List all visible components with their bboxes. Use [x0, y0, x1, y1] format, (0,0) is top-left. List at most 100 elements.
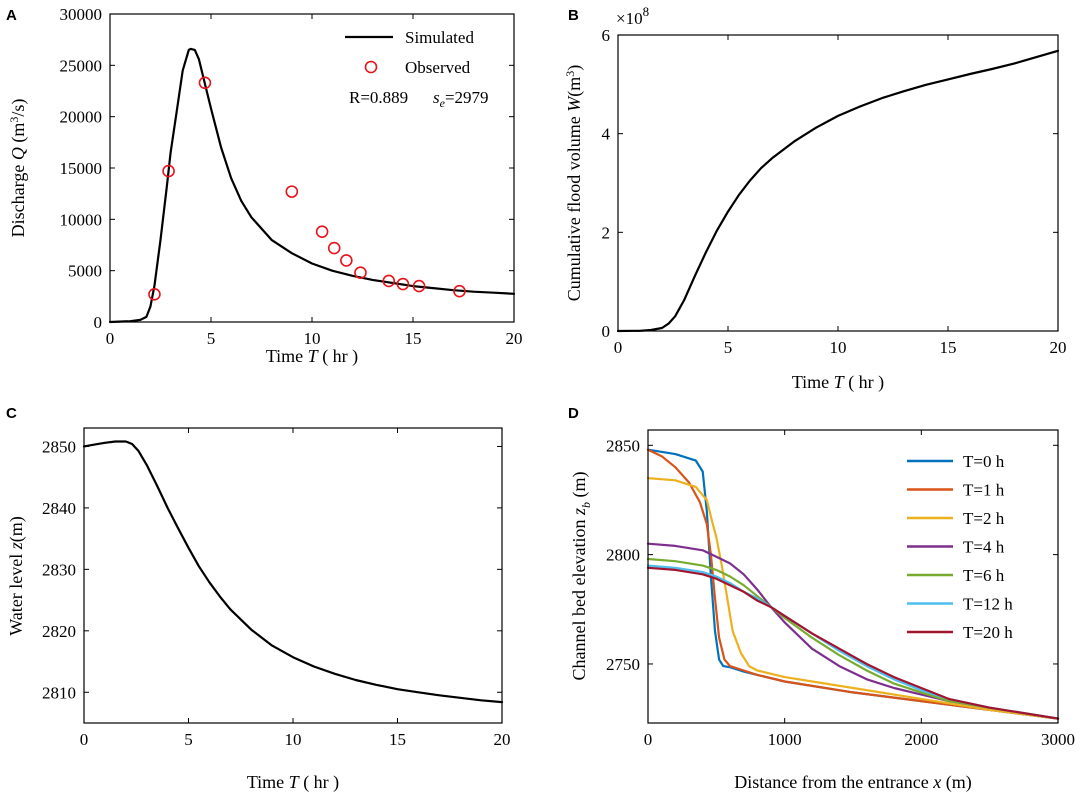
panel-c-y-axis-label: Water level z(m)	[6, 516, 27, 636]
panel-d-letter: D	[568, 405, 579, 422]
panel-a-letter: A	[6, 7, 17, 24]
panel-c-y-tick-label: 2850	[42, 437, 76, 456]
panel-a-x-tick-label: 0	[106, 329, 115, 348]
panel-a-y-axis-label: Discharge Q (m3/s)	[7, 99, 29, 238]
panel-a-observed-point	[396, 277, 410, 291]
panel-a-y-tick-label: 25000	[60, 56, 103, 75]
panel-a-y-tick-label: 20000	[60, 108, 103, 127]
panel-c-plot-area	[82, 440, 504, 704]
panel-a-observed-point	[327, 241, 341, 255]
panel-b-axes-frame	[617, 34, 1059, 332]
panel-b-x-tick-label: 5	[724, 338, 733, 357]
panel-a-observed-point	[412, 279, 426, 293]
panel-a-series-simulated	[108, 47, 516, 324]
legend-label-t-1-h: T=1 h	[963, 481, 1005, 500]
panel-b-plot-area	[616, 49, 1060, 333]
panel-b-y-axis-label: Cumulative flood volume W(m3)	[563, 65, 585, 301]
panel-c-y-tick-label: 2820	[42, 622, 76, 641]
panel-a-axes-frame	[109, 13, 515, 323]
panel-a-observed-point	[198, 76, 212, 90]
panel-a-observed-point	[340, 254, 353, 267]
panel-b-x-tick-label: 15	[940, 338, 957, 357]
panel-b-y-tick-label: 0	[602, 322, 611, 341]
panel-d-series-t-12-h	[646, 564, 1060, 720]
panel-c-x-tick-label: 10	[285, 730, 302, 749]
panel-b-letter: B	[568, 7, 579, 24]
panel-c-axes-frame	[83, 427, 503, 724]
panel-d-series-t-20-h	[646, 566, 1060, 720]
panel-a: A 0 5 10 15 20 0 5000 10000 15000 20000 25000 30000…	[6, 5, 523, 367]
panel-a-observed-point	[162, 164, 175, 178]
panel-c-y-tick-label: 2810	[42, 683, 76, 702]
panel-d-series-t-2-h	[646, 477, 1060, 720]
panel-b-y-tick-label: 2	[602, 223, 611, 242]
panel-a-observed-point	[315, 225, 329, 238]
panel-a-observed-point	[354, 266, 367, 280]
panel-a-x-tick-label: 10	[304, 329, 321, 348]
panel-d-series-t-4-h	[646, 542, 1060, 720]
legend-label-t-4-h: T=4 h	[963, 538, 1005, 557]
panel-d-y-tick-label: 2750	[606, 655, 640, 674]
legend-label-t-2-h: T=2 h	[963, 509, 1005, 528]
panel-d-x-tick-label: 2000	[904, 730, 938, 749]
panel-a-x-tick-label: 15	[405, 329, 422, 348]
panel-b-x-tick-label: 20	[1050, 338, 1067, 357]
panel-c-x-tick-label: 5	[184, 730, 193, 749]
panel-c-series-water-level	[82, 440, 504, 704]
panel-d-x-axis-label: Distance from the entrance x (m)	[734, 772, 971, 793]
panel-a-y-tick-label: 10000	[60, 210, 103, 229]
panel-d-series-t-1-h	[646, 448, 1060, 720]
panel-c-letter: C	[6, 405, 17, 422]
legend-label-t-20-h: T=20 h	[963, 623, 1013, 642]
panel-a-y-tick-label: 15000	[60, 159, 103, 178]
panel-d-x-tick-label: 3000	[1041, 730, 1075, 749]
standard-error-annotation: se=2979	[433, 88, 489, 110]
legend-label-t-6-h: T=6 h	[963, 566, 1005, 585]
panel-d-y-tick-label: 2800	[606, 546, 640, 565]
panel-c-y-tick-label: 2840	[42, 499, 76, 518]
panel-d-ticks: 0 1000 2000 3000 2750 2800 2850	[606, 430, 1075, 749]
panel-b-x-axis-label: Time T ( hr )	[792, 372, 884, 393]
legend-observed-swatch	[364, 60, 378, 74]
panel-b-series-cumulative-volume	[616, 49, 1060, 333]
panel-d-x-tick-label: 1000	[768, 730, 802, 749]
panel-c: C 0 5 10 15 20 2810 2820 2830 2840 2850 Time T ( …	[6, 405, 511, 793]
panel-c-x-axis-label: Time T ( hr )	[247, 772, 339, 793]
panel-b-ticks: 0 5 10 15 20 0 2 4 6	[602, 26, 1067, 357]
panel-d-series-t-6-h	[646, 557, 1060, 720]
panel-a-observed-point	[148, 287, 161, 301]
panel-d-axes-frame	[647, 429, 1059, 724]
panel-a-observed-point	[453, 284, 466, 298]
panel-a-observed-point	[285, 185, 299, 198]
panel-d-x-tick-label: 0	[644, 730, 653, 749]
panel-a-x-axis-label: Time T ( hr )	[266, 346, 358, 367]
panel-b-x-tick-label: 0	[614, 338, 623, 357]
panel-d-y-tick-label: 2850	[606, 436, 640, 455]
panel-a-legend: Simulated Observed R=0.889 se=2979	[345, 28, 489, 110]
panel-a-ticks: 0 5 10 15 20 0 5000 10000 15000 20000 25000 30000	[60, 5, 523, 348]
correlation-annotation: R=0.889	[349, 88, 408, 107]
panel-c-x-tick-label: 15	[389, 730, 406, 749]
panel-d: D 0 1000 2000 3000 2750 2800 2850 Distance fro…	[568, 405, 1075, 793]
legend-label-t-0-h: T=0 h	[963, 452, 1005, 471]
panel-c-x-tick-label: 20	[494, 730, 511, 749]
panel-b: B 0 5 10 15 20 0 2 4 6 ×108 Time T ( hr ) Cumula…	[563, 4, 1067, 393]
legend-label-t-12-h: T=12 h	[963, 595, 1013, 614]
panel-a-x-tick-label: 5	[207, 329, 216, 348]
panel-a-y-tick-label: 30000	[60, 5, 103, 24]
panel-a-y-tick-label: 0	[94, 313, 103, 332]
panel-d-y-axis-label: Channel bed elevation zb (m)	[569, 472, 593, 681]
panel-d-legend: T=0 h T=1 h T=2 h T=4 h T=6 h T=12 h T=20 h	[907, 452, 1013, 642]
panel-a-x-tick-label: 20	[506, 329, 523, 348]
legend-simulated-label: Simulated	[405, 28, 474, 47]
panel-d-plot-area	[646, 448, 1060, 720]
panel-b-y-tick-label: 4	[602, 125, 611, 144]
panel-b-x-tick-label: 10	[830, 338, 847, 357]
panel-c-y-tick-label: 2830	[42, 560, 76, 579]
panel-a-y-tick-label: 5000	[68, 262, 102, 281]
panel-c-ticks: 0 5 10 15 20 2810 2820 2830 2840 2850	[42, 428, 511, 749]
panel-b-y-tick-label: 6	[602, 26, 611, 45]
panel-a-plot-area	[108, 47, 516, 324]
panel-c-x-tick-label: 0	[80, 730, 89, 749]
